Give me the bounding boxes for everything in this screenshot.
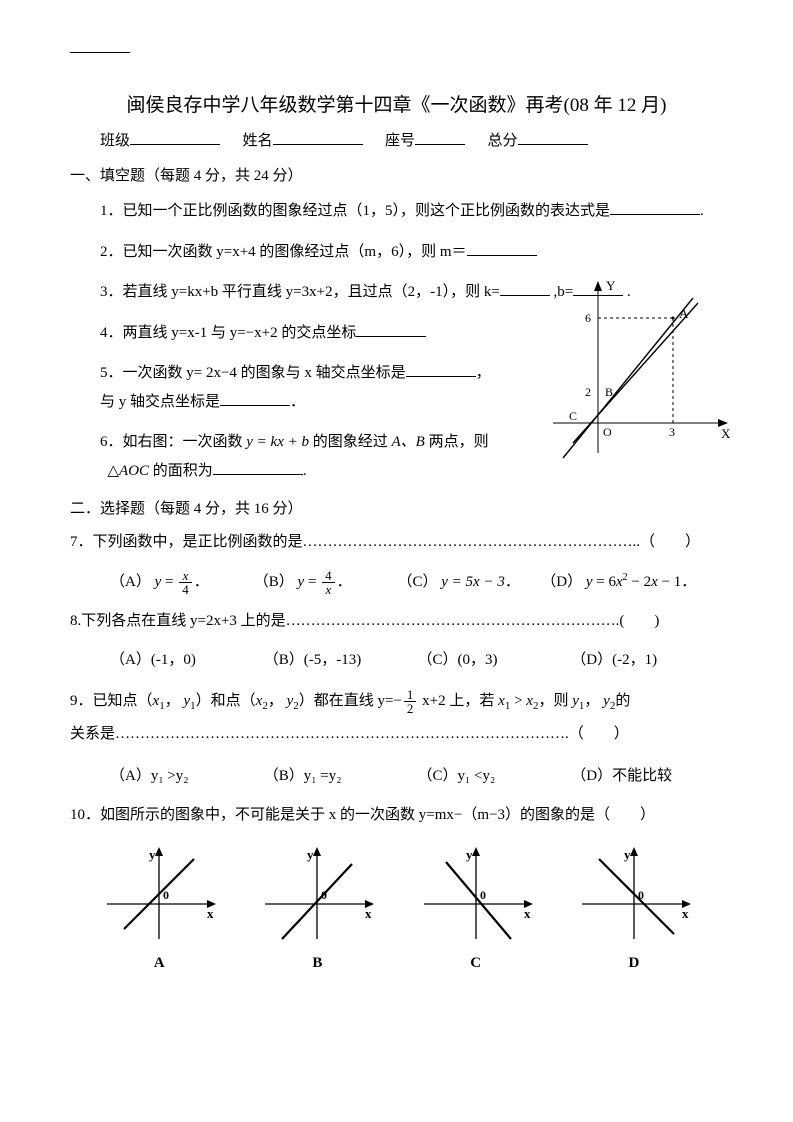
- blank-class[interactable]: [130, 130, 220, 145]
- blank-name[interactable]: [273, 130, 363, 145]
- q7-opts: （A） y = x4． （B） y = 4x． （C） y = 5x − 3． …: [110, 567, 723, 597]
- svg-text:0: 0: [480, 888, 486, 902]
- svg-text:x: x: [365, 906, 372, 921]
- lblB: B: [252, 955, 382, 972]
- q1: 1．已知一个正比例函数的图象经过点（1，5），则这个正比例函数的表达式是.: [100, 197, 723, 226]
- svg-text:y: y: [624, 847, 631, 862]
- q6: 6．如右图：一次函数 y = kx + b 的图象经过 A、B 两点，则 △AO…: [100, 428, 520, 485]
- q8-opts: （A）(-1，0) （B）(-5，-13) （C）(0，3) （D）(-2，1): [110, 645, 723, 675]
- pt6: 6: [585, 311, 591, 325]
- xlabel: X: [721, 426, 731, 441]
- graph-B[interactable]: y x 0 B: [252, 844, 382, 972]
- label-seat: 座号: [385, 133, 415, 149]
- svg-text:x: x: [682, 906, 689, 921]
- q1-blank[interactable]: [610, 200, 700, 215]
- main-graph: Y X O 6 2 3 A B C: [543, 278, 733, 468]
- ylabel: Y: [606, 278, 616, 293]
- q7-optC[interactable]: （C） y = 5x − 3．: [398, 567, 538, 597]
- q2: 2．已知一次函数 y=x+4 的图像经过点（m，6），则 m＝: [100, 238, 723, 267]
- q8: 8.下列各点在直线 y=2x+3 上的是………………………………………………………: [70, 607, 723, 636]
- q7-optA[interactable]: （A） y = x4．: [110, 567, 250, 597]
- q8-optB[interactable]: （B）(-5，-13): [264, 645, 414, 675]
- q1-text: 1．已知一个正比例函数的图象经过点（1，5），则这个正比例函数的表达式是: [100, 203, 610, 219]
- label-name: 姓名: [243, 133, 273, 149]
- q5: 5．一次函数 y= 2x−4 的图象与 x 轴交点坐标是 ， 与 y 轴交点坐标是…: [100, 359, 520, 416]
- q2-text: 2．已知一次函数 y=x+4 的图像经过点（m，6），则 m＝: [100, 244, 467, 260]
- svg-text:x: x: [524, 906, 531, 921]
- q7-optB[interactable]: （B） y = 4x．: [254, 567, 394, 597]
- q5-comma: ，: [476, 365, 491, 381]
- section-1-head: 一、填空题（每题 4 分，共 24 分）: [70, 164, 723, 185]
- q8-text: 8.下列各点在直线 y=2x+3 上的是: [70, 613, 286, 629]
- q6-text-a: 6．如右图：一次函数: [100, 434, 246, 450]
- q9-optA[interactable]: （A）y₁ >y₂: [110, 761, 260, 791]
- q7-optD[interactable]: （D） y = 6x2 − 2x − 1．: [541, 567, 701, 597]
- lblA: A: [94, 955, 224, 972]
- ptB: B: [605, 385, 613, 399]
- q6-pts: A、B: [392, 434, 425, 450]
- q8-optD[interactable]: （D）(-2，1): [571, 645, 721, 675]
- q4-text: 4．两直线 y=x-1 与 y=−x+2 的交点坐标: [100, 325, 356, 341]
- q6-text-b: 的图象经过: [309, 434, 392, 450]
- label-class: 班级: [100, 133, 130, 149]
- q5-blank-2[interactable]: [220, 391, 290, 406]
- q10: 10．如图所示的图象中，不可能是关于 x 的一次函数 y=mx−（m−3）的图象…: [70, 801, 723, 830]
- svg-text:y: y: [307, 847, 314, 862]
- q5-period: ．: [290, 394, 305, 410]
- info-row: 班级 姓名 座号 总分: [100, 129, 723, 150]
- svg-text:0: 0: [638, 888, 644, 902]
- graph-D[interactable]: y x 0 D: [569, 844, 699, 972]
- pt3: 3: [669, 425, 675, 439]
- top-rule: [70, 52, 130, 53]
- origin: O: [603, 425, 612, 439]
- q10-graphs: y x 0 A y x 0 B: [80, 844, 713, 972]
- ptC: C: [569, 409, 577, 423]
- q9-optD[interactable]: （D）不能比较: [571, 761, 721, 791]
- lblC: C: [411, 955, 541, 972]
- svg-text:y: y: [466, 847, 473, 862]
- q3-text-a: 3．若直线 y=kx+b 平行直线 y=3x+2，且过点（2，-1），则 k=: [100, 284, 500, 300]
- q8-optC[interactable]: （C）(0，3): [418, 645, 568, 675]
- q6-tri: △: [108, 463, 120, 479]
- q9-optC[interactable]: （C）y₁ <y₂: [418, 761, 568, 791]
- q6-text-c: 两点，则: [425, 434, 489, 450]
- graph-A[interactable]: y x 0 A: [94, 844, 224, 972]
- q4-blank[interactable]: [356, 322, 426, 337]
- page-title: 闽侯良存中学八年级数学第十四章《一次函数》再考(08 年 12 月): [70, 90, 723, 117]
- svg-text:x: x: [207, 906, 214, 921]
- q8-optA[interactable]: （A）(-1，0): [110, 645, 260, 675]
- label-total: 总分: [488, 133, 518, 149]
- pt2: 2: [585, 385, 591, 399]
- blank-seat[interactable]: [415, 130, 465, 145]
- q9: 9．已知点（x1， y1）和点（x2， y2）都在直线 y=−12 x+2 上，…: [70, 685, 723, 751]
- ptA: A: [679, 306, 689, 321]
- q6-blank[interactable]: [213, 460, 303, 475]
- q7: 7．下列函数中，是正比例函数的是…………………………………………………………..…: [70, 528, 723, 557]
- blank-total[interactable]: [518, 130, 588, 145]
- q5-text-c: 与 y 轴交点坐标是: [100, 394, 220, 410]
- section-2-head: 二．选择题（每题 4 分，共 16 分）: [70, 497, 723, 518]
- q7-text: 7．下列函数中，是正比例函数的是: [70, 534, 303, 550]
- q9-optB[interactable]: （B）y₁ =y₂: [264, 761, 414, 791]
- svg-text:0: 0: [321, 888, 327, 902]
- lblD: D: [569, 955, 699, 972]
- q5-text-a: 5．一次函数 y= 2x−4 的图象与 x 轴交点坐标是: [100, 365, 406, 381]
- svg-text:y: y: [149, 847, 156, 862]
- q6-eq: y = kx + b: [246, 434, 309, 450]
- q2-blank[interactable]: [467, 241, 537, 256]
- q6-aoc: AOC: [119, 463, 149, 479]
- q5-blank-1[interactable]: [406, 362, 476, 377]
- graph-C[interactable]: y x 0 C: [411, 844, 541, 972]
- svg-text:0: 0: [163, 888, 169, 902]
- q6-text-f: 的面积为: [149, 463, 213, 479]
- q9-opts: （A）y₁ >y₂ （B）y₁ =y₂ （C）y₁ <y₂ （D）不能比较: [110, 761, 723, 791]
